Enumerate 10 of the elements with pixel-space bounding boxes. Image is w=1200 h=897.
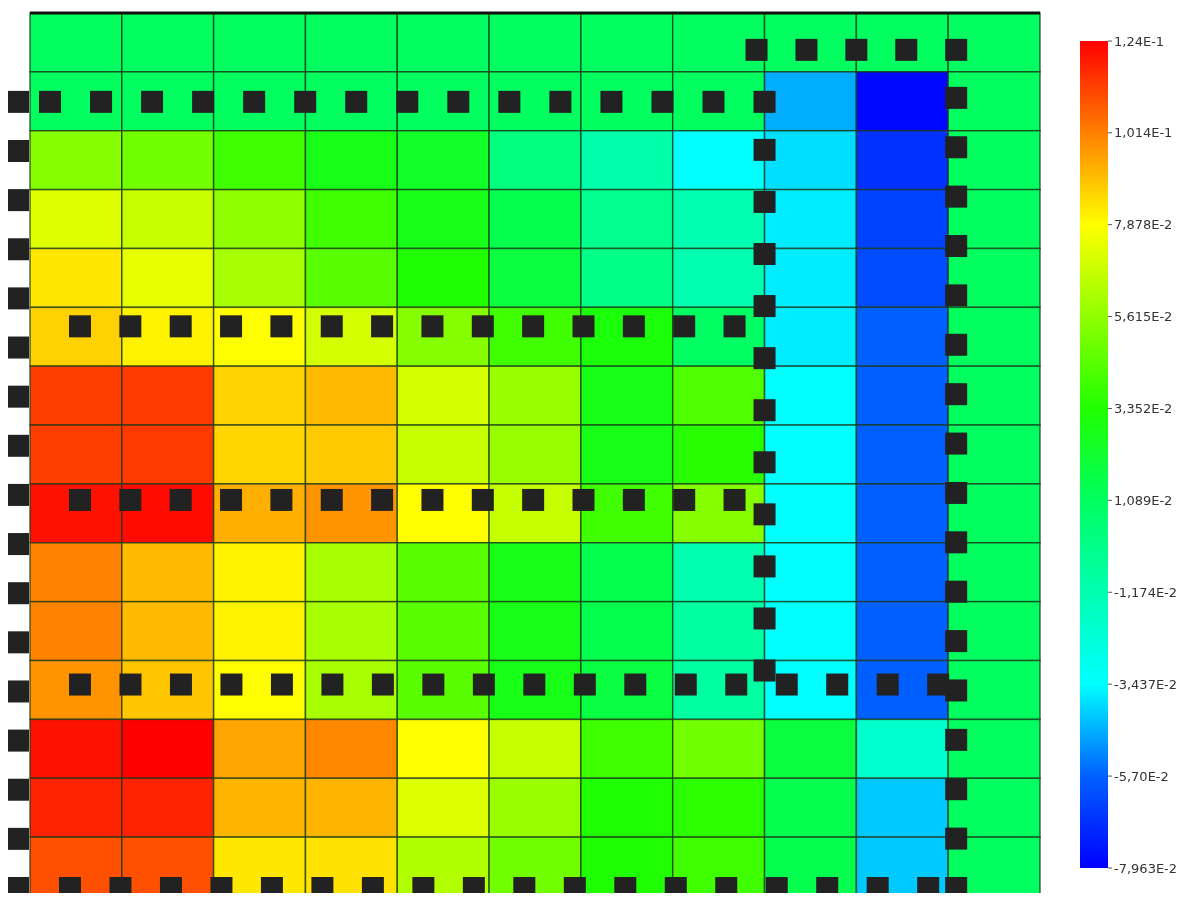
color-bar-label: -3,437E-2 xyxy=(1114,676,1178,692)
color-bar-label: 1,24E-1 xyxy=(1114,33,1165,49)
color-bar-label: -1,174E-2 xyxy=(1114,584,1178,600)
color-bar-label: 1,014E-1 xyxy=(1114,125,1173,141)
color-bar-label: 1,089E-2 xyxy=(1114,492,1173,508)
color-bar-label: -7,963E-2 xyxy=(1114,860,1178,876)
color-bar-label: 5,615E-2 xyxy=(1114,309,1173,325)
color-bar-label: -5,70E-2 xyxy=(1114,768,1169,784)
color-bar-label: 3,352E-2 xyxy=(1114,401,1173,417)
color-bar-label: 7,878E-2 xyxy=(1114,217,1173,233)
